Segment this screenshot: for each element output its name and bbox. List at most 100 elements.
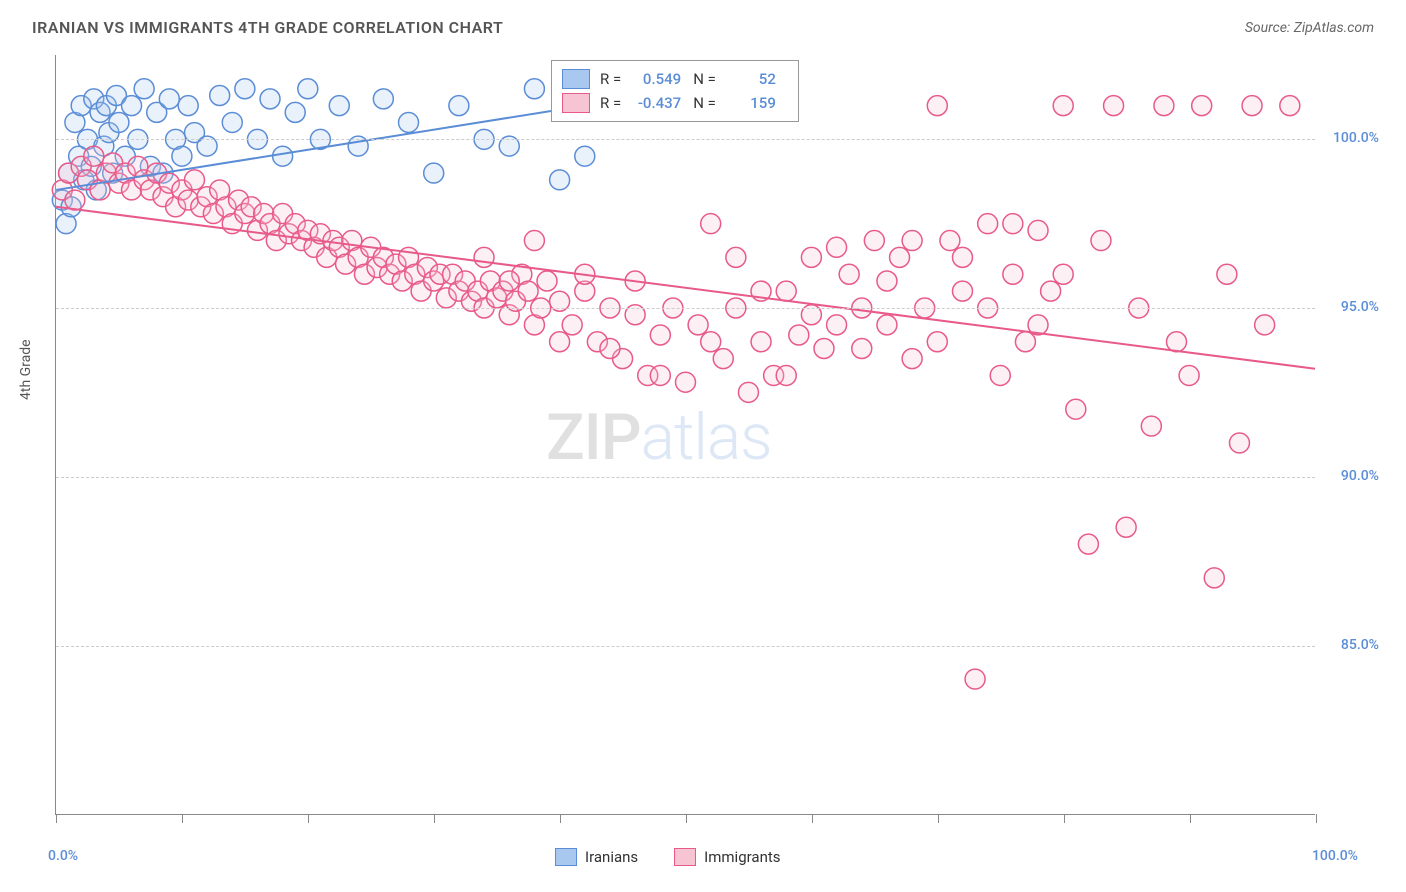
data-point bbox=[1104, 96, 1124, 116]
data-point bbox=[122, 96, 142, 116]
data-point bbox=[1167, 332, 1187, 352]
immigrants-swatch bbox=[562, 93, 590, 113]
data-point bbox=[184, 170, 204, 190]
data-point bbox=[537, 271, 557, 291]
x-tick bbox=[308, 814, 309, 823]
x-tick bbox=[1064, 814, 1065, 823]
data-point bbox=[1053, 96, 1073, 116]
data-point bbox=[518, 281, 538, 301]
data-point bbox=[877, 271, 897, 291]
data-point bbox=[600, 338, 620, 358]
data-point bbox=[1229, 433, 1249, 453]
iranians-r-value: 0.549 bbox=[625, 70, 681, 88]
x-tick bbox=[1190, 814, 1191, 823]
data-point bbox=[424, 163, 444, 183]
plot-area: ZIPatlas R = 0.549 N = 52 R = -0.437 N =… bbox=[55, 55, 1315, 815]
iranians-swatch bbox=[562, 69, 590, 89]
data-point bbox=[109, 112, 129, 132]
x-tick bbox=[182, 814, 183, 823]
data-point bbox=[927, 96, 947, 116]
data-point bbox=[952, 281, 972, 301]
x-tick bbox=[686, 814, 687, 823]
data-point bbox=[1003, 214, 1023, 234]
legend-stats-box: R = 0.549 N = 52 R = -0.437 N = 159 bbox=[551, 60, 799, 122]
x-tick bbox=[938, 814, 939, 823]
data-point bbox=[1217, 264, 1237, 284]
data-point bbox=[134, 79, 154, 99]
data-point bbox=[827, 315, 847, 335]
data-point bbox=[726, 247, 746, 267]
data-point bbox=[235, 79, 255, 99]
data-point bbox=[159, 89, 179, 109]
data-point bbox=[776, 281, 796, 301]
data-point bbox=[222, 112, 242, 132]
x-tick bbox=[434, 814, 435, 823]
data-point bbox=[449, 96, 469, 116]
data-point bbox=[902, 231, 922, 251]
immigrants-legend-swatch bbox=[674, 848, 696, 866]
data-point bbox=[524, 231, 544, 251]
data-point bbox=[550, 170, 570, 190]
data-point bbox=[751, 332, 771, 352]
data-point bbox=[1141, 416, 1161, 436]
data-point bbox=[84, 146, 104, 166]
data-point bbox=[965, 669, 985, 689]
data-point bbox=[978, 214, 998, 234]
data-point bbox=[952, 247, 972, 267]
data-point bbox=[1242, 96, 1262, 116]
data-point bbox=[927, 332, 947, 352]
grid-line bbox=[56, 308, 1315, 309]
r-label: R = bbox=[600, 94, 621, 112]
x-max-label: 100.0% bbox=[1312, 848, 1358, 864]
x-min-label: 0.0% bbox=[48, 848, 78, 864]
data-point bbox=[1255, 315, 1275, 335]
data-point bbox=[990, 365, 1010, 385]
data-point bbox=[738, 382, 758, 402]
data-point bbox=[852, 338, 872, 358]
data-point bbox=[1028, 220, 1048, 240]
data-point bbox=[1053, 264, 1073, 284]
n-label: N = bbox=[693, 70, 716, 88]
data-point bbox=[839, 264, 859, 284]
data-point bbox=[550, 332, 570, 352]
iranians-n-value: 52 bbox=[720, 70, 776, 88]
iranians-legend-label: Iranians bbox=[585, 848, 638, 866]
data-point bbox=[273, 146, 293, 166]
y-tick-label: 85.0% bbox=[1341, 637, 1379, 653]
immigrants-legend-label: Immigrants bbox=[704, 848, 780, 866]
data-point bbox=[1015, 332, 1035, 352]
data-point bbox=[260, 89, 280, 109]
x-tick bbox=[812, 814, 813, 823]
n-label: N = bbox=[693, 94, 716, 112]
grid-line bbox=[56, 139, 1315, 140]
data-point bbox=[1204, 568, 1224, 588]
data-point bbox=[701, 214, 721, 234]
data-point bbox=[713, 349, 733, 369]
scatter-svg bbox=[56, 55, 1315, 814]
chart-title: IRANIAN VS IMMIGRANTS 4TH GRADE CORRELAT… bbox=[32, 18, 503, 37]
data-point bbox=[1003, 264, 1023, 284]
data-point bbox=[1192, 96, 1212, 116]
legend-bottom: Iranians Immigrants bbox=[555, 848, 781, 866]
data-point bbox=[676, 372, 696, 392]
y-tick-label: 100.0% bbox=[1333, 130, 1379, 146]
data-point bbox=[1116, 517, 1136, 537]
data-point bbox=[178, 96, 198, 116]
y-tick-label: 90.0% bbox=[1341, 468, 1379, 484]
data-point bbox=[329, 96, 349, 116]
iranians-legend-swatch bbox=[555, 848, 577, 866]
data-point bbox=[1179, 365, 1199, 385]
data-point bbox=[776, 365, 796, 385]
grid-line bbox=[56, 646, 1315, 647]
data-point bbox=[399, 112, 419, 132]
grid-line bbox=[56, 477, 1315, 478]
data-point bbox=[902, 349, 922, 369]
source-label: Source: ZipAtlas.com bbox=[1245, 20, 1374, 36]
data-point bbox=[524, 79, 544, 99]
data-point bbox=[701, 332, 721, 352]
immigrants-n-value: 159 bbox=[720, 94, 776, 112]
data-point bbox=[285, 102, 305, 122]
data-point bbox=[814, 338, 834, 358]
data-point bbox=[940, 231, 960, 251]
x-tick bbox=[560, 814, 561, 823]
